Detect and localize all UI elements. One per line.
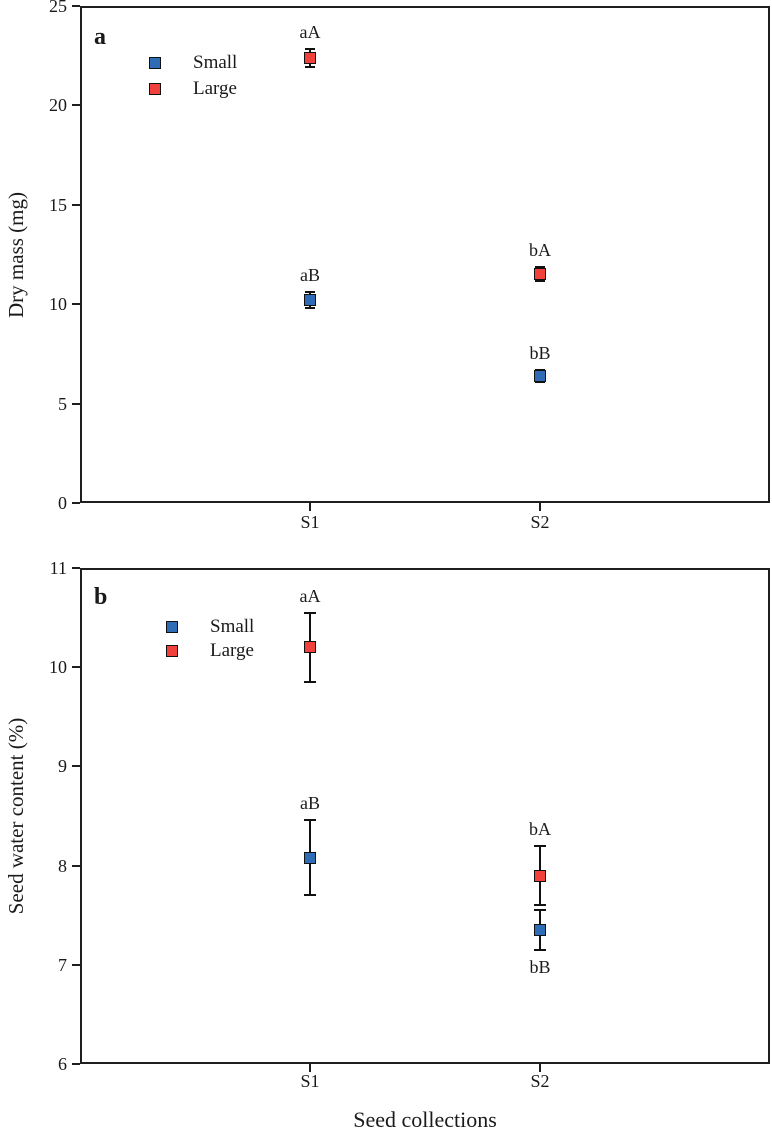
y-tick bbox=[72, 104, 80, 107]
error-bar-cap-bottom bbox=[534, 948, 546, 951]
x-tick-label: S2 bbox=[530, 1071, 550, 1091]
significance-label-aB: aB bbox=[300, 792, 320, 813]
legend-marker-small bbox=[149, 57, 161, 69]
error-bar-cap-top bbox=[305, 291, 315, 294]
error-bar-cap-bottom bbox=[304, 894, 316, 897]
legend-label-large: Large bbox=[210, 640, 254, 661]
y-tick-label: 5 bbox=[58, 393, 67, 414]
legend-label-large: Large bbox=[193, 78, 237, 99]
y-tick bbox=[72, 5, 80, 7]
y-tick bbox=[72, 402, 80, 405]
data-point-small-S1 bbox=[304, 294, 316, 307]
plot-area-panel-a bbox=[80, 6, 770, 503]
y-tick-label: 10 bbox=[49, 294, 67, 315]
y-tick-label: 15 bbox=[49, 194, 67, 215]
x-axis-title: Seed collections bbox=[353, 1107, 497, 1132]
y-tick bbox=[72, 864, 80, 867]
y-tick-label: 25 bbox=[49, 0, 67, 16]
error-bar-cap-top bbox=[304, 611, 316, 614]
legend-marker-small bbox=[166, 621, 178, 633]
error-bar-cap-bottom bbox=[535, 280, 545, 283]
panel-letter-a: a bbox=[94, 24, 106, 50]
x-tick bbox=[539, 1064, 541, 1072]
legend-marker-large bbox=[149, 83, 161, 95]
y-tick-label: 20 bbox=[49, 95, 67, 116]
x-tick-label: S1 bbox=[300, 1071, 320, 1091]
error-bar-cap-bottom bbox=[305, 65, 315, 68]
data-point-large-S2 bbox=[534, 869, 546, 882]
data-point-large-S1 bbox=[304, 641, 316, 654]
data-point-large-S1 bbox=[304, 51, 316, 64]
y-tick bbox=[72, 963, 80, 966]
panel-letter-b: b bbox=[94, 584, 108, 610]
legend-label-small: Small bbox=[193, 52, 238, 73]
data-point-large-S2 bbox=[534, 268, 546, 281]
significance-label-bB: bB bbox=[529, 342, 551, 363]
significance-label-bA: bA bbox=[529, 240, 551, 261]
significance-label-aB: aB bbox=[300, 265, 320, 286]
data-point-small-S2 bbox=[534, 924, 546, 937]
error-bar-cap-top bbox=[535, 266, 545, 269]
significance-label-aA: aA bbox=[299, 21, 321, 42]
significance-label-bA: bA bbox=[529, 818, 551, 839]
y-tick bbox=[72, 567, 80, 569]
y-tick-label: 6 bbox=[58, 1054, 67, 1074]
plot-area-panel-b bbox=[80, 568, 770, 1064]
y-tick bbox=[72, 1063, 80, 1065]
error-bar-cap-bottom bbox=[305, 307, 315, 310]
error-bar-cap-bottom bbox=[534, 904, 546, 907]
error-bar-cap-bottom bbox=[304, 681, 316, 684]
x-tick bbox=[309, 503, 311, 511]
y-axis-title-a: Dry mass (mg) bbox=[4, 191, 28, 318]
y-tick bbox=[72, 765, 80, 768]
y-tick-label: 11 bbox=[49, 558, 67, 578]
significance-label-aA: aA bbox=[299, 585, 321, 606]
x-tick bbox=[539, 503, 541, 511]
y-axis-title-b: Seed water content (%) bbox=[4, 717, 28, 915]
legend-marker-large bbox=[166, 645, 178, 657]
significance-label-bB: bB bbox=[529, 956, 551, 977]
x-tick bbox=[309, 1064, 311, 1072]
data-point-small-S1 bbox=[304, 851, 316, 864]
legend-label-small: Small bbox=[210, 616, 255, 637]
y-tick-label: 10 bbox=[49, 657, 67, 678]
x-tick-label: S2 bbox=[530, 512, 550, 532]
y-tick-label: 9 bbox=[58, 756, 67, 777]
error-bar-cap-top bbox=[534, 909, 546, 912]
y-tick-label: 0 bbox=[58, 493, 67, 513]
y-tick bbox=[72, 203, 80, 206]
y-tick bbox=[72, 502, 80, 504]
y-tick-label: 8 bbox=[58, 855, 67, 876]
y-tick bbox=[72, 303, 80, 306]
error-bar-cap-top bbox=[534, 844, 546, 847]
y-tick-label: 7 bbox=[58, 954, 67, 975]
error-bar-cap-top bbox=[305, 47, 315, 50]
y-tick bbox=[72, 666, 80, 669]
error-bar-cap-top bbox=[304, 818, 316, 821]
data-point-small-S2 bbox=[534, 369, 546, 382]
x-tick-label: S1 bbox=[300, 512, 320, 532]
